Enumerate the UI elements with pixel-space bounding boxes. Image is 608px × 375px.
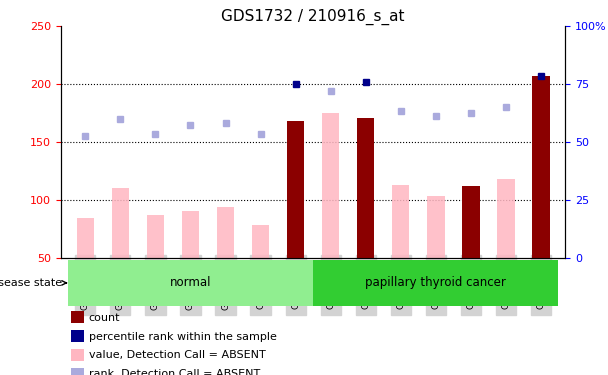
Text: disease state: disease state — [0, 278, 66, 288]
Text: normal: normal — [170, 276, 211, 290]
Text: papillary thyroid cancer: papillary thyroid cancer — [365, 276, 506, 290]
Bar — [462, 186, 480, 258]
Bar — [357, 118, 375, 258]
Bar — [216, 207, 234, 258]
Bar — [77, 218, 94, 258]
Text: rank, Detection Call = ABSENT: rank, Detection Call = ABSENT — [89, 369, 260, 375]
Bar — [497, 179, 514, 258]
Bar — [252, 225, 269, 258]
Bar — [71, 368, 83, 375]
Bar — [287, 121, 305, 258]
FancyBboxPatch shape — [68, 260, 313, 306]
Bar — [71, 349, 83, 360]
Bar — [182, 211, 199, 258]
Bar — [392, 185, 410, 258]
Bar — [322, 113, 339, 258]
Bar — [532, 76, 550, 258]
Bar — [71, 330, 83, 342]
FancyBboxPatch shape — [313, 260, 558, 306]
Bar — [427, 196, 444, 258]
Text: value, Detection Call = ABSENT: value, Detection Call = ABSENT — [89, 351, 265, 360]
Bar — [147, 215, 164, 258]
Text: percentile rank within the sample: percentile rank within the sample — [89, 332, 277, 342]
Bar — [112, 188, 129, 258]
Title: GDS1732 / 210916_s_at: GDS1732 / 210916_s_at — [221, 9, 405, 25]
Text: count: count — [89, 313, 120, 322]
Bar — [71, 311, 83, 322]
